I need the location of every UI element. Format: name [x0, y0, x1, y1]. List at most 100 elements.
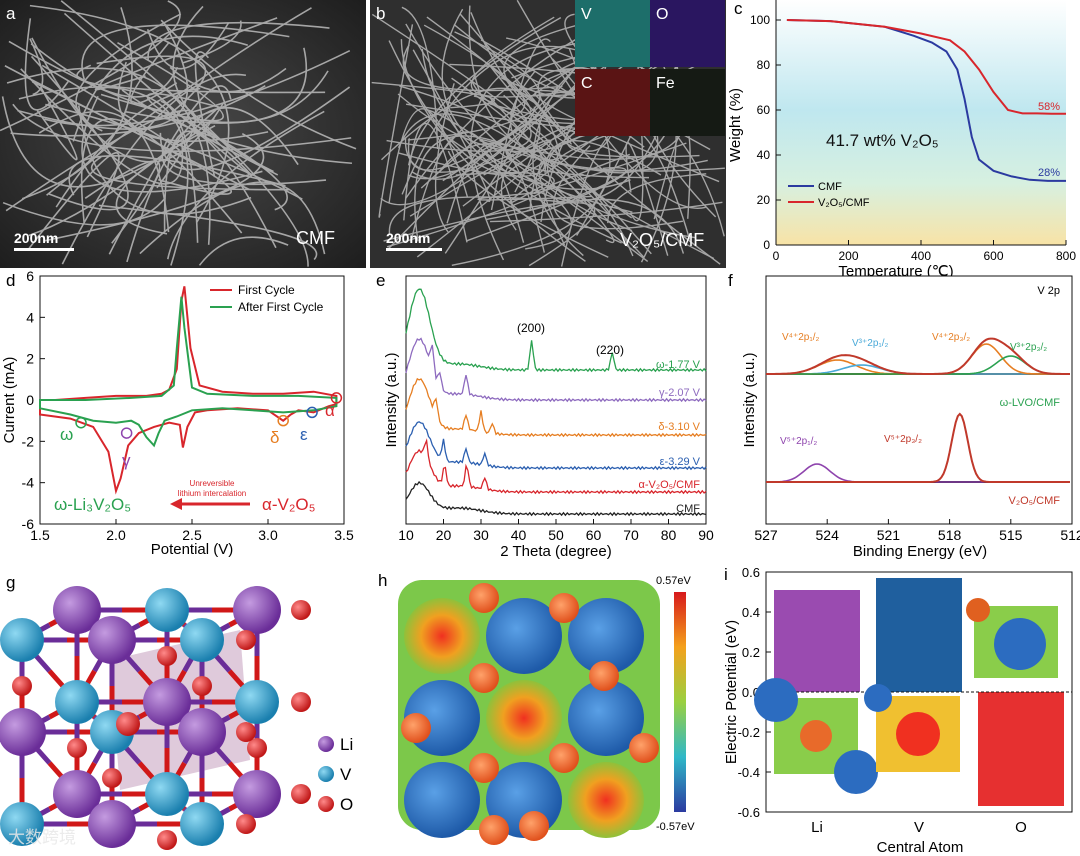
colorbar — [674, 592, 686, 812]
potential-low-region — [568, 598, 644, 674]
x-tick-label: 1.5 — [30, 527, 50, 543]
fiber-strand — [401, 45, 592, 195]
fiber-strand — [4, 65, 250, 191]
fiber-strand — [90, 156, 290, 191]
oxygen-site — [549, 593, 579, 623]
fiber-strand — [423, 24, 526, 117]
fiber-strand — [38, 110, 170, 233]
fiber-strand — [20, 68, 184, 185]
panel-label-h: h — [378, 571, 387, 590]
fiber-strand — [10, 85, 266, 137]
fiber-strand — [399, 85, 634, 257]
phase-gamma: γ — [122, 451, 131, 470]
eds-map-label: C — [581, 75, 593, 92]
fiber-strand — [485, 108, 668, 202]
atom-v — [180, 618, 224, 662]
fiber-strand — [198, 236, 289, 266]
colorbar-max: 0.57eV — [656, 575, 692, 587]
x-tick-label: 2.0 — [106, 527, 126, 543]
potential-high-region — [486, 680, 562, 756]
fiber-strand — [100, 41, 224, 122]
fiber-strand — [146, 92, 279, 176]
atom-o — [291, 600, 311, 620]
xrd-trace — [405, 421, 707, 471]
trace-label-alpha: α-V₂O₅/CMF — [639, 479, 701, 491]
peak-label-220: (220) — [596, 343, 624, 357]
legend-li-sphere — [318, 736, 334, 752]
annotation-28: 28% — [1038, 167, 1060, 179]
x-tick-label: 3.0 — [258, 527, 278, 543]
atom-v — [235, 680, 279, 724]
fiber-strand — [425, 108, 649, 262]
fiber-strand — [378, 24, 414, 218]
atom-li — [53, 586, 101, 634]
arrow-note-1: Unreversible — [190, 479, 235, 488]
x-tick-label: 600 — [983, 249, 1003, 263]
panel-e-xrd: 10 20 30 40 50 60 70 80 90 (200) (220) ω-1.77 V … — [366, 270, 718, 560]
x-tick-label: 30 — [473, 527, 489, 543]
phase-epsilon: ε — [300, 425, 308, 444]
oxygen-site — [401, 713, 431, 743]
oxygen-site — [469, 583, 499, 613]
legend-o-sphere — [318, 796, 334, 812]
atom-v — [180, 802, 224, 846]
atom-li — [88, 800, 136, 848]
atom-o-center — [116, 712, 140, 736]
fiber-strand — [607, 173, 707, 224]
fiber-strand — [30, 55, 129, 211]
cv-chart: 1.5 2.0 2.5 3.0 3.5 -6 -4 -2 0 2 4 6 First Cycle Af… — [1, 270, 354, 558]
atom-o — [236, 814, 256, 834]
oxygen-site — [589, 661, 619, 691]
fiber-strand — [147, 21, 330, 60]
fiber-strand — [466, 167, 627, 242]
fiber-strand — [381, 87, 562, 161]
phase-marker — [330, 392, 343, 404]
x-tick-label: 70 — [623, 527, 639, 543]
y-tick-label: 4 — [26, 309, 34, 325]
x-tick-label: 0 — [773, 249, 780, 263]
eds-map-c: C — [575, 69, 650, 136]
x-tick-label: 60 — [586, 527, 602, 543]
fiber-strand — [81, 24, 290, 80]
fiber-strand — [6, 67, 211, 245]
legend-label: After First Cycle — [238, 300, 324, 314]
bar-li — [774, 590, 860, 692]
fiber-strand — [412, 49, 491, 202]
legend-label: Li — [340, 735, 353, 754]
sem-image-v2o5-cmf: b V O C Fe 200nm V₂O₅/CMF — [370, 0, 726, 268]
x-tick-label: 400 — [911, 249, 931, 263]
y-tick-label: 40 — [757, 148, 771, 162]
fiber-strand — [108, 85, 232, 255]
atom-o — [192, 676, 212, 696]
eds-map-fe: Fe — [650, 69, 725, 136]
y-tick-label: 0.6 — [742, 565, 760, 580]
fiber-strand — [8, 40, 329, 124]
fiber-strand — [80, 118, 243, 234]
legend-label: V₂O₅/CMF — [818, 197, 870, 209]
peak-label-200: (200) — [517, 321, 545, 335]
fiber-strand — [386, 94, 532, 152]
fiber-strand — [84, 160, 161, 244]
orbital-tag: V 2p — [1037, 285, 1060, 297]
fiber-strand — [414, 135, 633, 242]
x-tick-label: 2.5 — [182, 527, 202, 543]
fiber-strand — [94, 17, 278, 91]
atom-o — [12, 676, 32, 696]
atom-o — [236, 630, 256, 650]
oxygen-site — [469, 663, 499, 693]
fiber-strand — [480, 128, 684, 161]
fiber-strand — [516, 0, 706, 209]
legend-v-sphere — [318, 766, 334, 782]
fiber-strand — [5, 109, 196, 212]
fiber-strand — [130, 41, 178, 105]
fiber-strand — [18, 86, 189, 266]
fiber-strand — [125, 47, 308, 124]
fiber-strand — [72, 35, 248, 142]
y-tick-label: 20 — [757, 193, 771, 207]
oxygen-site — [629, 733, 659, 763]
atom-li — [143, 678, 191, 726]
fiber-strand — [470, 38, 612, 261]
atom-li — [0, 708, 46, 756]
fiber-strand — [169, 66, 287, 93]
eds-map-v: V — [575, 0, 650, 67]
